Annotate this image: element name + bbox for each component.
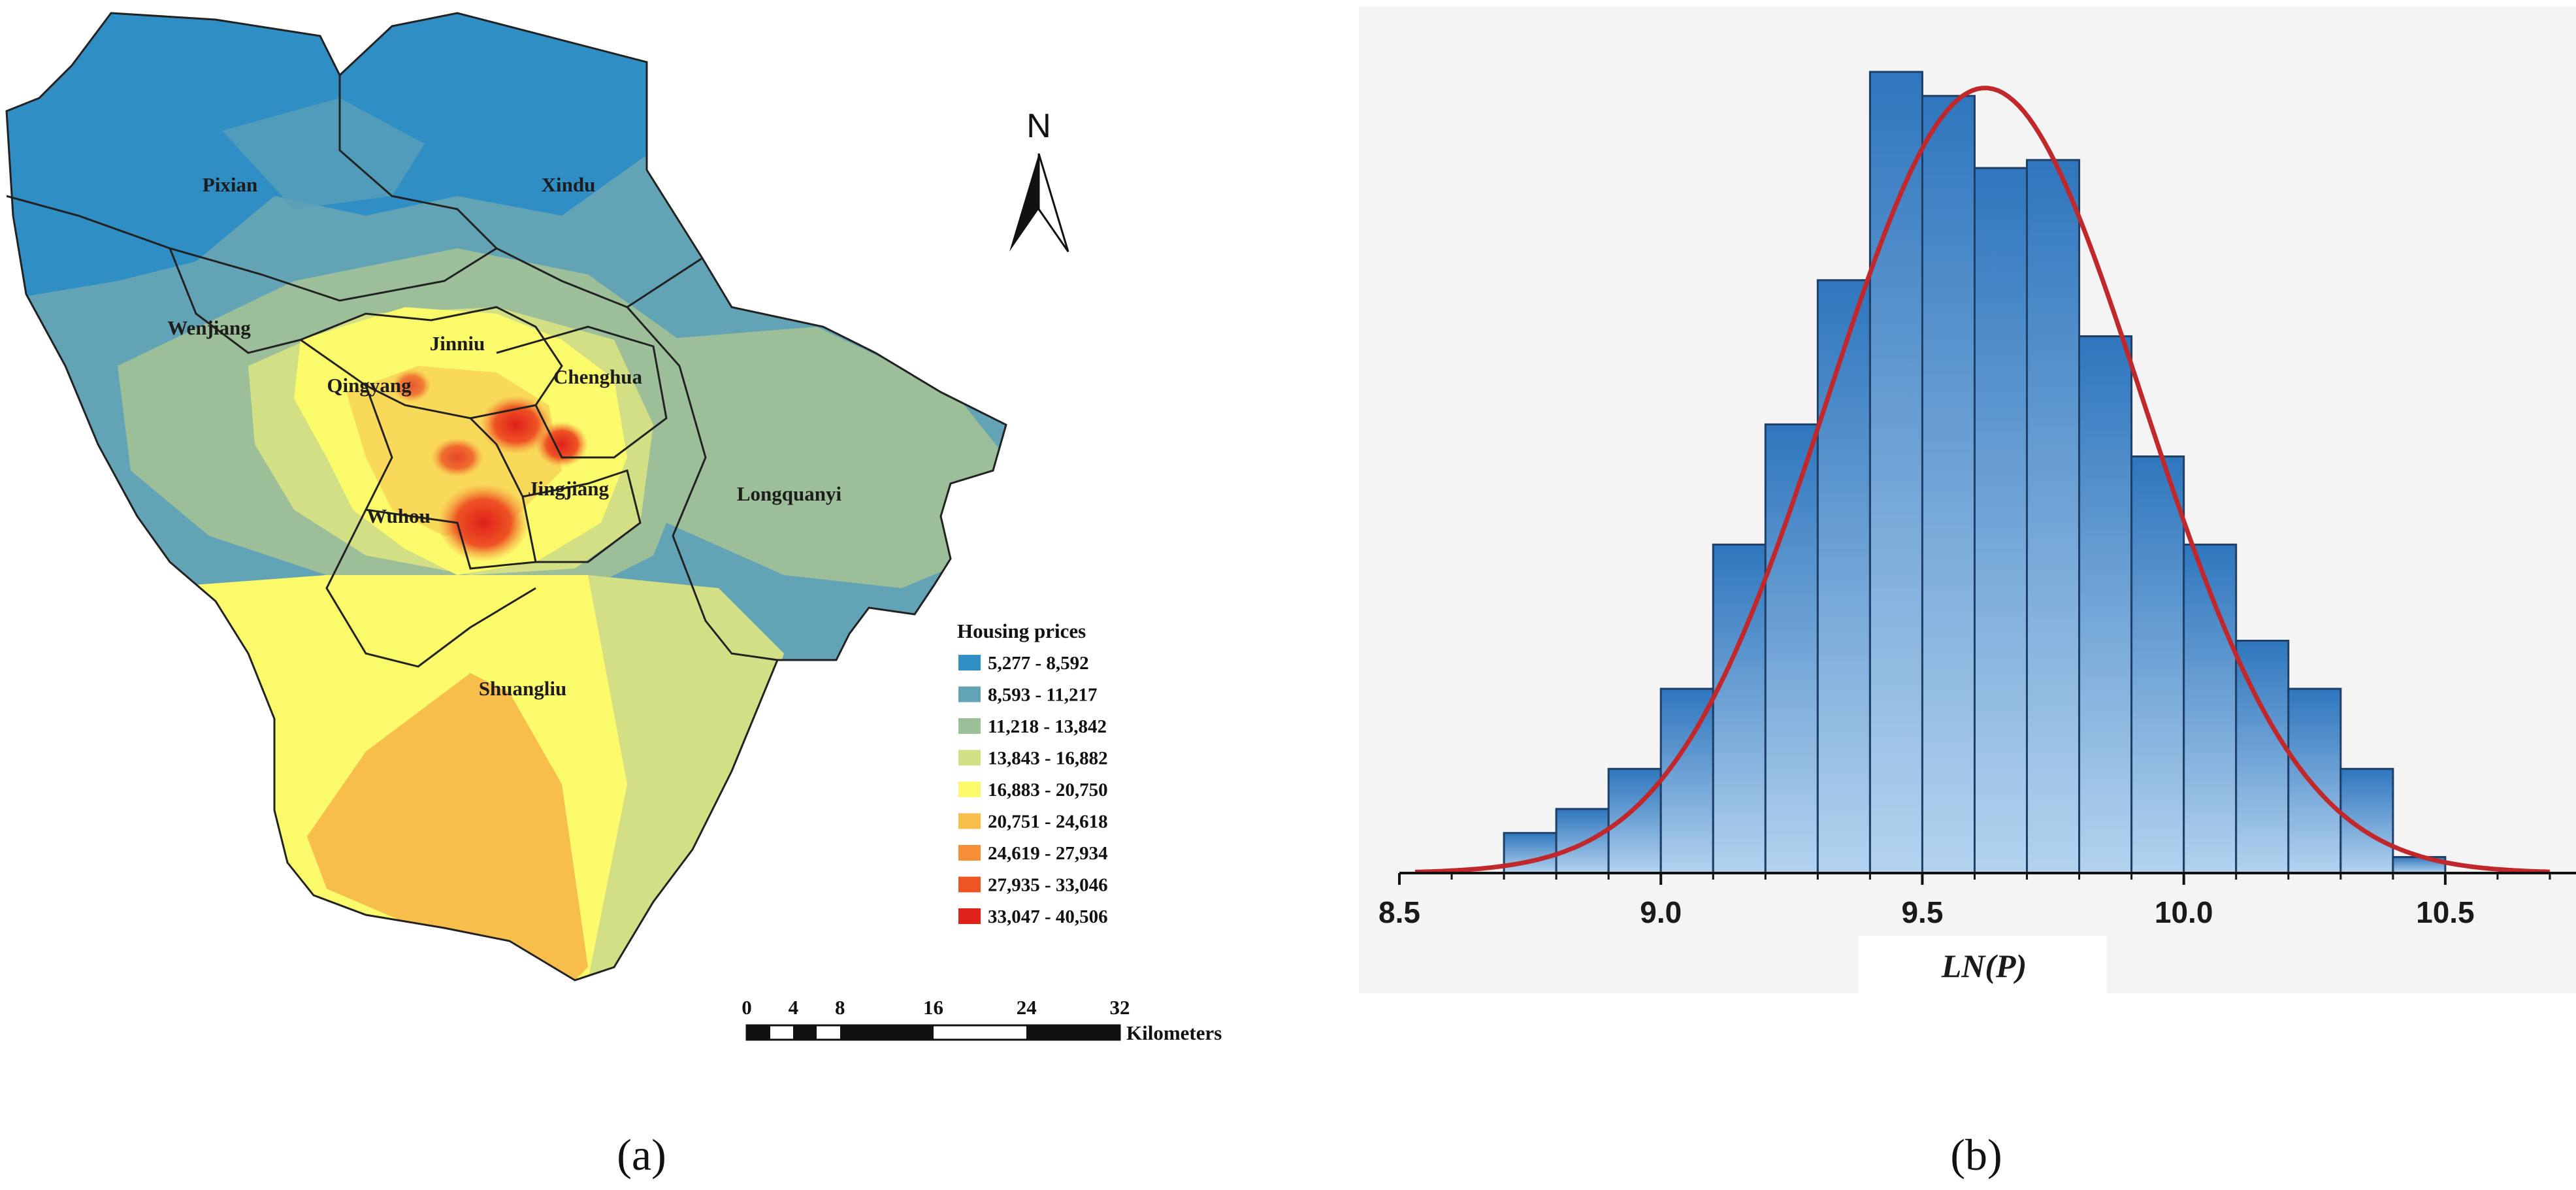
legend-items: 5,277 - 8,592 8,593 - 11,217 11,218 - 13,8…	[958, 653, 1108, 927]
x-tick-label: 10.0	[2155, 895, 2213, 929]
north-arrow-light-half	[1037, 153, 1069, 252]
scale-bar-segment	[747, 1025, 770, 1040]
panel-label-a: (a)	[617, 1130, 666, 1180]
region-label-wuhou: Wuhou	[367, 504, 431, 527]
histogram-bar	[1555, 808, 1610, 874]
histogram-bar	[2287, 687, 2342, 874]
legend-title: Housing prices	[957, 620, 1086, 642]
legend-label: 20,751 - 24,618	[988, 812, 1108, 833]
legend-label: 27,935 - 33,046	[988, 875, 1108, 896]
x-axis-title: LN(P)	[1941, 948, 2027, 984]
histogram-bar	[2235, 639, 2290, 874]
legend-swatch	[958, 718, 981, 734]
legend-label: 33,047 - 40,506	[988, 906, 1108, 927]
histogram-bars	[1503, 71, 2447, 874]
histogram-bar	[1868, 71, 1923, 874]
x-tick-label: 8.5	[1378, 895, 1420, 929]
scale-bar-segment	[793, 1025, 817, 1040]
legend-swatch	[958, 686, 981, 702]
histogram-bar	[2183, 543, 2238, 874]
region-label-wenjiang: Wenjiang	[167, 316, 251, 339]
scale-tick-label: 32	[1110, 996, 1130, 1019]
histogram-bar	[1659, 687, 1714, 874]
scale-tick-labels: 0 4 8 16 24 32	[742, 996, 1130, 1019]
scale-unit-label: Kilometers	[1126, 1021, 1222, 1044]
scale-bar-segment	[840, 1025, 934, 1040]
map-legend: Housing prices 5,277 - 8,592 8,593 - 11,2…	[957, 620, 1108, 927]
legend-label: 13,843 - 16,882	[988, 748, 1108, 769]
legend-label: 24,619 - 27,934	[988, 843, 1108, 864]
normal-fit-curve	[1414, 86, 2551, 874]
histogram-bar	[1816, 279, 1871, 874]
scale-tick-label: 24	[1017, 996, 1037, 1019]
region-label-qingyang: Qingyang	[327, 374, 412, 397]
scale-tick-label: 0	[742, 996, 752, 1019]
legend-swatch	[958, 876, 981, 893]
scale-bar: 0 4 8 16 24 32 Kilometers	[742, 996, 1222, 1044]
district-labels: Pixian Xindu Wenjiang Jinniu Qingyang Ch…	[167, 173, 841, 700]
region-label-shuangliu: Shuangliu	[479, 677, 566, 700]
legend-label: 5,277 - 8,592	[988, 653, 1089, 674]
region-label-xindu: Xindu	[542, 173, 596, 196]
legend-swatch	[958, 750, 981, 766]
histogram-bar	[2026, 159, 2081, 874]
histogram-bar	[1973, 167, 2029, 874]
legend-swatch	[958, 782, 981, 797]
histogram-bar	[1921, 95, 1976, 874]
region-label-longquanyi: Longquanyi	[737, 482, 842, 505]
legend-swatch	[958, 813, 981, 829]
scale-tick-label: 8	[835, 996, 845, 1019]
scale-tick-label: 16	[923, 996, 943, 1019]
region-label-pixian: Pixian	[203, 173, 257, 196]
legend-label: 8,593 - 11,217	[988, 685, 1098, 706]
district-boundaries	[5, 12, 1007, 982]
region-label-jingjiang: Jingjiang	[528, 477, 610, 500]
axis-title-backdrop	[1859, 936, 2107, 996]
x-axis-ticks: 8.5 9.0 9.5 10.0 10.5	[1378, 873, 2551, 929]
x-tick-label: 9.5	[1901, 895, 1943, 929]
scale-bar-segment	[1026, 1025, 1120, 1040]
legend-swatch	[958, 655, 981, 670]
histogram-bar	[1764, 423, 1819, 874]
price-surface	[7, 13, 1006, 980]
region-label-jinniu: Jinniu	[430, 332, 485, 355]
legend-label: 11,218 - 13,842	[988, 716, 1107, 737]
north-label: N	[1026, 107, 1051, 145]
north-arrow-dark-half	[1009, 154, 1039, 252]
histogram-panel: 8.5 9.0 9.5 10.0 10.5 LN(P) (b)	[1359, 7, 2576, 1180]
region-label-chenghua: Chenghua	[553, 365, 643, 388]
panel-label-b: (b)	[1950, 1130, 2002, 1180]
legend-swatch	[958, 845, 981, 861]
x-tick-label: 10.5	[2416, 895, 2475, 929]
histogram-bar	[2130, 455, 2185, 874]
x-tick-label: 9.0	[1640, 895, 1682, 929]
north-arrow: N	[1009, 107, 1069, 252]
histogram-bar	[2078, 335, 2133, 874]
legend-swatch	[958, 908, 981, 924]
scale-tick-label: 4	[789, 996, 799, 1019]
housing-price-map: Pixian Xindu Wenjiang Jinniu Qingyang Ch…	[5, 12, 1222, 1180]
legend-label: 16,883 - 20,750	[988, 780, 1108, 801]
